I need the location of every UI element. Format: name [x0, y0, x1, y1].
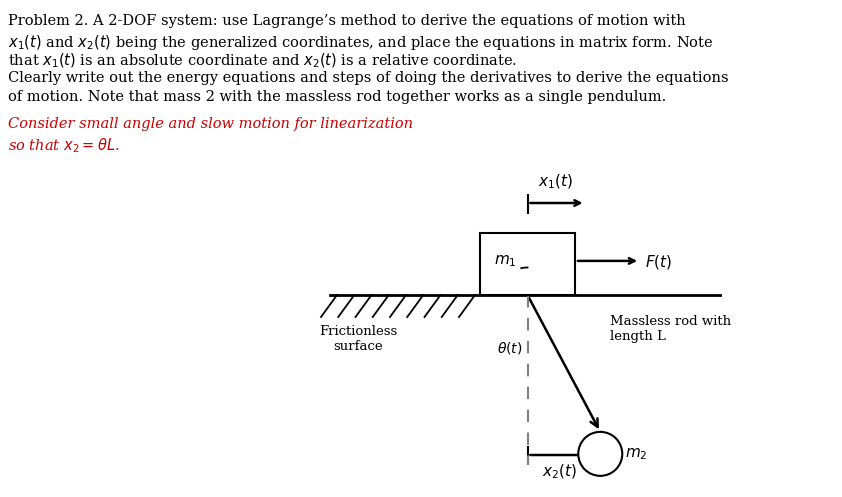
- Text: so that $x_2 = \theta L$.: so that $x_2 = \theta L$.: [8, 136, 120, 155]
- Text: $x_2(t)$: $x_2(t)$: [542, 463, 577, 482]
- Text: $\theta(t)$: $\theta(t)$: [497, 340, 523, 356]
- Text: Problem 2. A 2-DOF system: use Lagrange’s method to derive the equations of moti: Problem 2. A 2-DOF system: use Lagrange’…: [8, 14, 685, 28]
- Text: $x_1(t)$ and $x_2(t)$ being the generalized coordinates, and place the equations: $x_1(t)$ and $x_2(t)$ being the generali…: [8, 33, 713, 52]
- Text: $x_1(t)$: $x_1(t)$: [538, 172, 573, 191]
- Text: of motion. Note that mass 2 with the massless rod together works as a single pen: of motion. Note that mass 2 with the mas…: [8, 90, 666, 104]
- Circle shape: [578, 432, 622, 476]
- Text: $F(t)$: $F(t)$: [645, 253, 672, 271]
- Text: $m_2$: $m_2$: [626, 446, 647, 462]
- Text: Clearly write out the energy equations and steps of doing the derivatives to der: Clearly write out the energy equations a…: [8, 71, 728, 85]
- Text: Massless rod with
length L: Massless rod with length L: [610, 315, 732, 343]
- Text: Frictionless
surface: Frictionless surface: [319, 325, 397, 353]
- Text: $m_1$: $m_1$: [494, 253, 517, 269]
- Text: Consider small angle and slow motion for linearization: Consider small angle and slow motion for…: [8, 117, 413, 131]
- Text: that $x_1(t)$ is an absolute coordinate and $x_2(t)$ is a relative coordinate.: that $x_1(t)$ is an absolute coordinate …: [8, 52, 517, 71]
- Bar: [480, 233, 575, 295]
